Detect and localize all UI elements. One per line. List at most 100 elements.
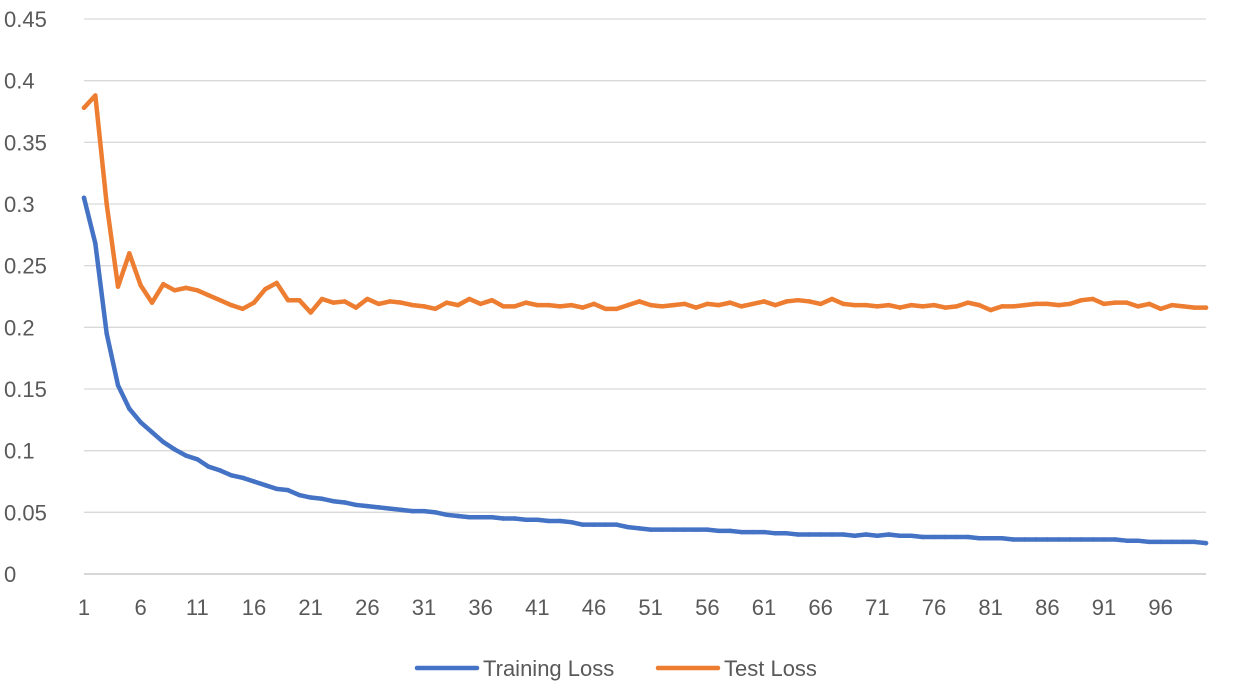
data-point bbox=[999, 535, 1005, 541]
data-point bbox=[648, 302, 653, 308]
data-point bbox=[138, 420, 143, 425]
data-point bbox=[365, 503, 370, 509]
data-point bbox=[829, 532, 835, 537]
data-point bbox=[705, 301, 710, 307]
data-point bbox=[161, 439, 166, 445]
data-point bbox=[455, 513, 461, 519]
data-point bbox=[750, 529, 755, 535]
legend-label: Test Loss bbox=[724, 656, 817, 681]
data-point bbox=[886, 532, 891, 537]
data-point bbox=[1090, 537, 1095, 542]
data-point bbox=[1090, 296, 1095, 302]
x-tick-label: 26 bbox=[355, 595, 379, 620]
data-point bbox=[1113, 300, 1118, 305]
data-point bbox=[727, 528, 733, 534]
data-point bbox=[1181, 304, 1186, 309]
data-point bbox=[1067, 301, 1073, 307]
data-point bbox=[274, 280, 279, 286]
x-tick-label: 1 bbox=[78, 595, 90, 620]
data-point bbox=[410, 302, 415, 308]
y-tick-label: 0.15 bbox=[4, 377, 47, 402]
data-point bbox=[625, 302, 631, 308]
data-point bbox=[387, 506, 393, 511]
data-point bbox=[93, 241, 98, 246]
data-point bbox=[1067, 537, 1073, 542]
data-point bbox=[1033, 537, 1039, 542]
data-point bbox=[285, 487, 291, 493]
data-point bbox=[795, 297, 801, 303]
data-point bbox=[501, 516, 506, 521]
data-point bbox=[1124, 300, 1129, 305]
legend-item: Training Loss bbox=[414, 656, 614, 681]
data-point bbox=[523, 517, 529, 522]
data-point bbox=[297, 492, 302, 498]
data-point bbox=[149, 429, 155, 435]
x-tick-label: 16 bbox=[242, 595, 266, 620]
data-point bbox=[399, 507, 404, 513]
data-point bbox=[115, 284, 121, 289]
x-tick-label: 21 bbox=[298, 595, 322, 620]
data-point bbox=[693, 527, 699, 532]
grid-lines bbox=[84, 18, 1206, 575]
data-point bbox=[1056, 302, 1061, 308]
data-point bbox=[841, 532, 846, 537]
data-point bbox=[387, 299, 393, 304]
data-point bbox=[183, 453, 189, 458]
data-point bbox=[954, 304, 959, 309]
data-point bbox=[818, 301, 823, 307]
data-point bbox=[682, 527, 687, 532]
data-point bbox=[1158, 539, 1163, 545]
x-tick-label: 81 bbox=[978, 595, 1002, 620]
x-tick-label: 41 bbox=[525, 595, 549, 620]
data-point bbox=[512, 516, 517, 521]
data-point bbox=[251, 300, 257, 305]
y-tick-label: 0.4 bbox=[4, 69, 35, 94]
x-tick-label: 6 bbox=[135, 595, 147, 620]
data-point bbox=[308, 495, 313, 500]
data-point bbox=[648, 527, 653, 532]
data-point bbox=[1101, 537, 1107, 542]
data-point bbox=[546, 302, 551, 308]
data-point bbox=[909, 302, 914, 308]
y-tick-label: 0.25 bbox=[4, 254, 47, 279]
data-point bbox=[739, 304, 744, 309]
data-point bbox=[342, 500, 347, 505]
data-point bbox=[433, 510, 438, 515]
data-point bbox=[229, 473, 234, 478]
data-point bbox=[467, 515, 472, 520]
data-point bbox=[1113, 537, 1118, 542]
data-point bbox=[965, 534, 971, 540]
data-point bbox=[535, 517, 540, 522]
data-point bbox=[682, 301, 687, 307]
data-point bbox=[535, 302, 540, 308]
y-tick-label: 0.1 bbox=[4, 439, 35, 464]
data-point bbox=[829, 296, 835, 302]
data-point bbox=[569, 302, 574, 308]
data-point bbox=[784, 531, 789, 536]
data-point bbox=[761, 299, 767, 304]
data-point bbox=[931, 534, 937, 540]
data-point bbox=[886, 302, 891, 308]
data-point bbox=[1147, 301, 1152, 307]
series-lines bbox=[81, 93, 1209, 546]
data-point bbox=[478, 515, 483, 520]
data-point bbox=[444, 300, 449, 305]
data-point bbox=[217, 468, 223, 473]
x-tick-label: 56 bbox=[695, 595, 719, 620]
data-point bbox=[240, 306, 245, 312]
legend-label: Training Loss bbox=[483, 656, 614, 681]
data-point bbox=[433, 306, 438, 312]
x-tick-label: 31 bbox=[412, 595, 436, 620]
data-point bbox=[795, 532, 801, 537]
data-point bbox=[988, 307, 993, 313]
data-point bbox=[195, 457, 200, 462]
data-point bbox=[773, 302, 778, 308]
data-point bbox=[421, 508, 427, 514]
data-point bbox=[1169, 302, 1175, 308]
data-point bbox=[909, 533, 914, 539]
data-point bbox=[353, 502, 359, 508]
data-point bbox=[489, 297, 495, 303]
data-point bbox=[1011, 304, 1016, 309]
data-point bbox=[807, 532, 812, 537]
data-point bbox=[455, 302, 461, 308]
